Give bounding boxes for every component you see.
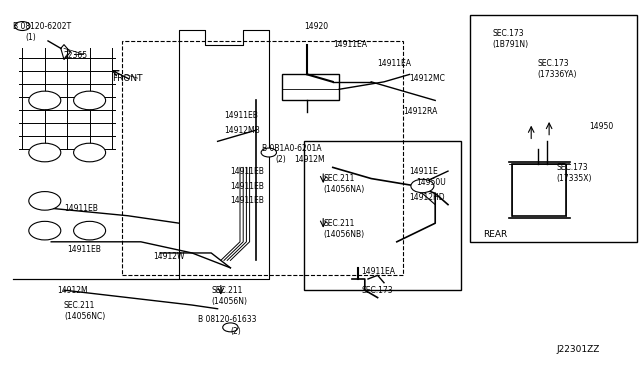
Text: B 0B1A0-6201A: B 0B1A0-6201A (262, 144, 322, 153)
Text: SEC.173: SEC.173 (557, 163, 588, 172)
Text: SEC.211: SEC.211 (323, 174, 355, 183)
Text: B: B (20, 23, 24, 29)
Text: 14911EB: 14911EB (64, 204, 98, 213)
Text: B: B (228, 325, 232, 330)
Circle shape (29, 143, 61, 162)
Text: (14056NA): (14056NA) (323, 185, 364, 194)
Text: 14911EB: 14911EB (230, 167, 264, 176)
Bar (282, 74, 339, 100)
Text: 14950U: 14950U (416, 178, 445, 187)
Text: 14911EA: 14911EA (333, 40, 367, 49)
Text: 14912M: 14912M (58, 286, 88, 295)
Circle shape (15, 22, 30, 31)
Text: 14911E: 14911E (410, 167, 438, 176)
Text: REAR: REAR (483, 230, 508, 239)
Text: 14920: 14920 (304, 22, 328, 31)
Text: 14911EB: 14911EB (230, 196, 264, 205)
Text: SEC.211: SEC.211 (64, 301, 95, 310)
Text: (1B791N): (1B791N) (493, 40, 529, 49)
Text: 14911EA: 14911EA (362, 267, 396, 276)
Text: B 08120-61633: B 08120-61633 (198, 315, 257, 324)
Circle shape (223, 323, 238, 332)
Text: SEC.173: SEC.173 (362, 286, 393, 295)
Text: 14950: 14950 (589, 122, 613, 131)
Text: 14911EB: 14911EB (224, 111, 258, 120)
Circle shape (74, 91, 106, 110)
Text: (14056N): (14056N) (211, 297, 247, 306)
Text: (17336YA): (17336YA) (538, 70, 577, 79)
Text: 14912MB: 14912MB (224, 126, 260, 135)
Text: 14911EB: 14911EB (230, 182, 264, 190)
Text: 14912M: 14912M (294, 155, 325, 164)
Circle shape (411, 179, 434, 193)
Circle shape (261, 148, 276, 157)
Text: 22365: 22365 (64, 51, 88, 60)
Text: FRONT: FRONT (112, 74, 143, 83)
Text: B 08120-6202T: B 08120-6202T (13, 22, 71, 31)
Circle shape (29, 192, 61, 210)
Bar (512, 164, 566, 216)
Text: 14911EA: 14911EA (378, 59, 412, 68)
Text: 14912RA: 14912RA (403, 107, 438, 116)
Text: J22301ZZ: J22301ZZ (557, 345, 600, 354)
Bar (470, 15, 637, 242)
Text: SEC.211: SEC.211 (323, 219, 355, 228)
Circle shape (74, 143, 106, 162)
Circle shape (29, 91, 61, 110)
Text: (17335X): (17335X) (557, 174, 592, 183)
Bar (304, 141, 461, 290)
Text: 14912MC: 14912MC (410, 74, 445, 83)
Text: SEC.173: SEC.173 (538, 59, 569, 68)
Text: (14056NB): (14056NB) (323, 230, 364, 239)
Text: B: B (267, 150, 271, 155)
Text: 14912HD: 14912HD (410, 193, 445, 202)
Text: (2): (2) (275, 155, 286, 164)
Text: SEC.173: SEC.173 (493, 29, 524, 38)
Text: 14911EB: 14911EB (67, 245, 101, 254)
Text: (2): (2) (230, 327, 241, 336)
Circle shape (74, 221, 106, 240)
Text: SEC.211: SEC.211 (211, 286, 243, 295)
Text: 14912W: 14912W (154, 252, 185, 261)
Circle shape (29, 221, 61, 240)
Text: (1): (1) (26, 33, 36, 42)
Text: (14056NC): (14056NC) (64, 312, 105, 321)
